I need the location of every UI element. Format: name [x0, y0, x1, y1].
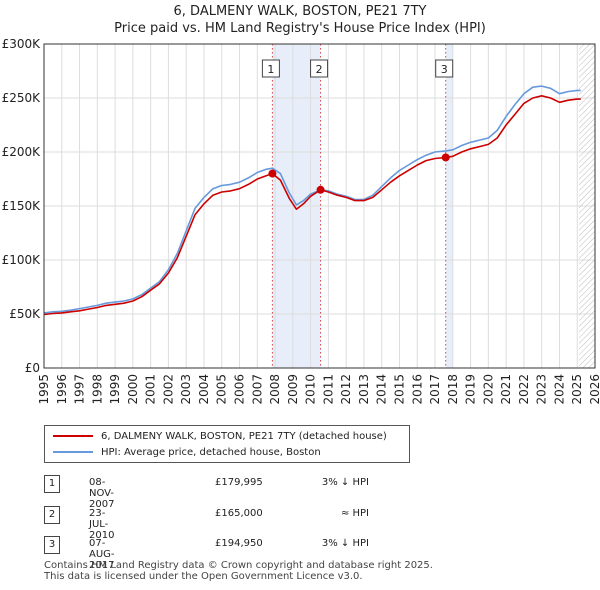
x-tick-label: 2003 — [179, 374, 193, 405]
x-tick-label: 2015 — [392, 374, 406, 405]
x-tick-label: 2011 — [321, 374, 335, 405]
footer-copyright: Contains HM Land Registry data © Crown c… — [44, 560, 433, 571]
legend-item-property: 6, DALMENY WALK, BOSTON, PE21 7TY (detac… — [45, 428, 387, 444]
x-tick-label: 2002 — [161, 374, 175, 405]
x-tick-label: 2022 — [517, 374, 531, 405]
x-tick-label: 2019 — [464, 374, 478, 405]
transaction-price: £179,995 — [215, 477, 263, 488]
x-tick-label: 2021 — [499, 374, 513, 405]
legend-swatch-red — [53, 435, 93, 437]
series-line — [44, 85, 581, 314]
x-tick-label: 2013 — [357, 374, 371, 405]
x-tick-label: 1996 — [55, 374, 69, 405]
chart-title: 6, DALMENY WALK, BOSTON, PE21 7TY — [173, 4, 427, 19]
x-tick-label: 2025 — [570, 374, 584, 405]
chart-legend: 6, DALMENY WALK, BOSTON, PE21 7TY (detac… — [44, 425, 410, 463]
x-tick-label: 2024 — [552, 374, 566, 405]
x-tick-label: 2004 — [197, 374, 211, 405]
transaction-number: 2 — [44, 506, 60, 524]
x-tick-label: 1997 — [73, 374, 87, 405]
y-tick-label: £50K — [9, 307, 41, 321]
price-chart: 1 2 3 £0 £50K £100K £150K £200K £250K £300K 1995 1… — [2, 37, 600, 405]
y-tick-label: £100K — [2, 253, 42, 267]
transaction-date: 23-JUL-2010 — [89, 508, 115, 541]
transaction-hpi: 3% ↓ HPI — [321, 477, 369, 488]
plot-frame — [43, 43, 596, 369]
x-tick-label: 1995 — [37, 374, 51, 405]
y-tick-label: £0 — [25, 361, 40, 375]
x-tick-label: 2000 — [126, 374, 140, 405]
transaction-number: 1 — [44, 475, 60, 493]
x-tick-label: 2001 — [144, 374, 158, 405]
x-tick-label: 2009 — [286, 374, 300, 405]
y-tick-label: £300K — [2, 37, 42, 51]
y-tick-label: £250K — [2, 91, 42, 105]
x-tick-label: 2026 — [588, 374, 600, 405]
legend-label-hpi: HPI: Average price, detached house, Bost… — [101, 446, 321, 458]
transaction-date: 08-NOV-2007 — [89, 477, 115, 510]
transaction-label: 1 — [267, 63, 274, 76]
footer-licence: This data is licensed under the Open Gov… — [44, 571, 363, 582]
x-tick-label: 2008 — [268, 374, 282, 405]
chart-subtitle: Price paid vs. HM Land Registry's House … — [114, 21, 486, 36]
future-hatch — [579, 44, 595, 368]
transaction-point — [441, 153, 450, 162]
x-tick-label: 2012 — [339, 374, 353, 405]
y-tick-label: £200K — [2, 145, 42, 159]
series-line — [44, 95, 581, 316]
x-tick-label: 1999 — [108, 374, 122, 405]
transaction-date: 07-AUG-2017 — [89, 538, 115, 571]
legend-swatch-blue — [53, 451, 93, 453]
transaction-hpi: ≈ HPI — [340, 508, 369, 519]
transaction-price: £194,950 — [215, 538, 263, 549]
transaction-price: £165,000 — [215, 508, 263, 519]
x-tick-label: 2017 — [428, 374, 442, 405]
x-tick-label: 2018 — [446, 374, 460, 405]
x-tick-label: 2014 — [375, 374, 389, 405]
transaction-point — [268, 169, 277, 178]
transaction-label-box — [310, 59, 329, 78]
transaction-label: 2 — [316, 63, 323, 76]
x-tick-label: 1998 — [90, 374, 104, 405]
transaction-point — [316, 185, 325, 194]
transaction-label-box — [261, 59, 280, 78]
x-tick-label: 2005 — [215, 374, 229, 405]
transaction-label-box — [435, 59, 454, 78]
x-tick-label: 2016 — [410, 374, 424, 405]
x-tick-label: 2020 — [481, 374, 495, 405]
x-tick-label: 2007 — [250, 374, 264, 405]
x-tick-label: 2006 — [233, 374, 247, 405]
y-tick-label: £150K — [2, 199, 42, 213]
legend-label-property: 6, DALMENY WALK, BOSTON, PE21 7TY (detac… — [101, 430, 387, 442]
x-tick-label: 2010 — [304, 374, 318, 405]
transaction-label: 3 — [441, 63, 448, 76]
legend-item-hpi: HPI: Average price, detached house, Bost… — [45, 444, 321, 460]
transaction-number: 3 — [44, 536, 60, 554]
transaction-hpi: 3% ↓ HPI — [321, 538, 369, 549]
x-tick-label: 2023 — [535, 374, 549, 405]
